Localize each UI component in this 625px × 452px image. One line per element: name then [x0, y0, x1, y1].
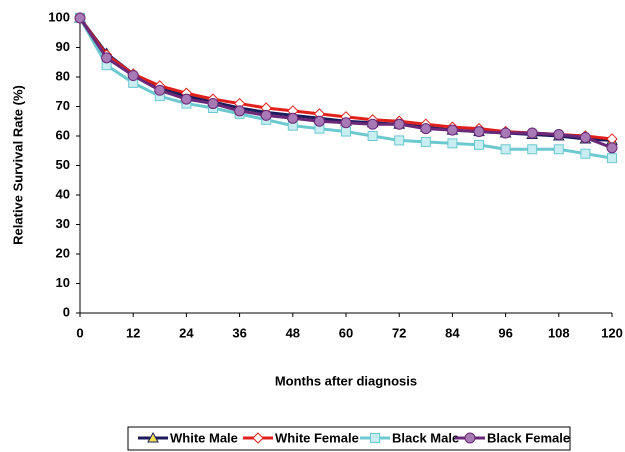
data-point	[74, 12, 86, 24]
x-tick-label: 60	[339, 325, 353, 340]
data-point	[580, 148, 591, 159]
x-tick-label: 72	[392, 325, 406, 340]
data-point	[101, 52, 113, 64]
data-point	[313, 115, 325, 127]
x-tick-label: 48	[286, 325, 300, 340]
y-tick-label: 10	[56, 275, 70, 290]
legend-label: Black Male	[392, 430, 459, 445]
y-tick-label: 90	[56, 39, 70, 54]
data-point	[500, 144, 511, 155]
y-tick-label: 80	[56, 68, 70, 83]
data-point	[207, 98, 219, 110]
data-point	[393, 118, 405, 130]
data-point	[420, 123, 432, 135]
y-tick-label: 20	[56, 245, 70, 260]
legend-marker	[464, 432, 476, 444]
data-point	[127, 70, 139, 82]
legend-label: Black Female	[487, 430, 570, 445]
data-point	[500, 127, 512, 139]
x-tick-label: 12	[126, 325, 140, 340]
data-point	[526, 127, 538, 139]
data-point	[367, 118, 379, 130]
data-point	[474, 139, 484, 150]
legend-box	[127, 426, 571, 451]
data-point	[607, 153, 617, 164]
data-point	[527, 144, 538, 155]
legend-marker	[252, 432, 264, 444]
data-point	[553, 144, 564, 155]
y-tick-label: 50	[56, 157, 70, 172]
data-point	[341, 126, 351, 137]
data-point	[340, 117, 352, 129]
data-point	[553, 129, 565, 141]
x-tick-label: 120	[601, 325, 623, 340]
y-tick-label: 40	[56, 186, 70, 201]
legend-marker	[370, 433, 380, 443]
y-tick-label: 70	[56, 98, 70, 113]
data-point	[447, 138, 458, 149]
data-point	[446, 124, 458, 136]
y-tick-label: 100	[48, 9, 70, 24]
x-tick-label: 24	[179, 325, 194, 340]
data-point	[579, 131, 591, 143]
data-point	[606, 142, 618, 154]
legend-label: White Male	[170, 430, 238, 445]
x-tick-label: 36	[232, 325, 246, 340]
x-tick-label: 108	[548, 325, 570, 340]
x-axis-title: Months after diagnosis	[275, 373, 417, 388]
data-point	[180, 93, 192, 105]
y-tick-label: 60	[56, 127, 70, 142]
data-point	[154, 84, 166, 96]
data-point	[420, 136, 431, 147]
data-point	[287, 112, 299, 124]
data-point	[394, 135, 405, 146]
data-point	[260, 109, 272, 121]
x-tick-label: 84	[445, 325, 460, 340]
y-axis-title: Relative Survival Rate (%)	[10, 85, 25, 245]
data-point	[234, 105, 246, 117]
legend-label: White Female	[275, 430, 359, 445]
data-point	[367, 131, 378, 141]
legend-marker	[147, 431, 159, 443]
x-tick-label: 96	[498, 325, 512, 340]
y-tick-label: 30	[56, 216, 70, 231]
y-tick-label: 0	[63, 304, 70, 319]
x-tick-label: 0	[76, 325, 83, 340]
data-point	[473, 126, 485, 138]
